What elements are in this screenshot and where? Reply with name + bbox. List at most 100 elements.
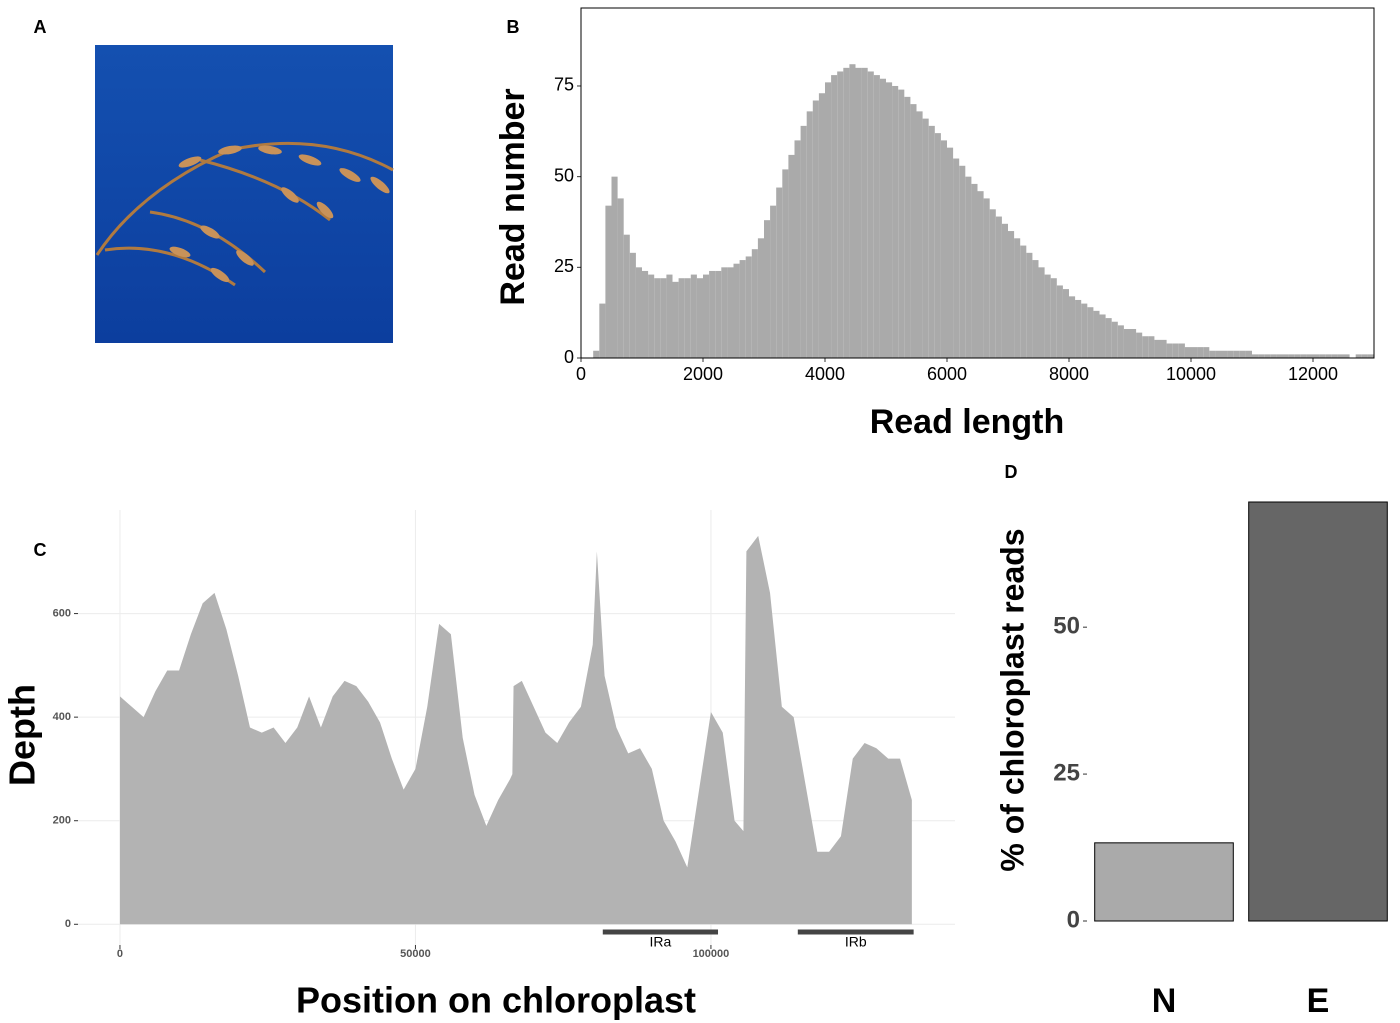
histogram-bar (678, 278, 685, 358)
histogram-bar (1343, 354, 1350, 358)
y-tick-label: 0 (1067, 906, 1080, 933)
histogram-bar (648, 274, 655, 358)
histogram-bar (1142, 336, 1149, 358)
histogram-bar (1075, 299, 1082, 358)
histogram-bar (1056, 285, 1063, 358)
histogram-bar (666, 274, 673, 358)
histogram-bar (782, 169, 789, 358)
histogram-bar (617, 198, 624, 358)
x-tick-label: 12000 (1288, 364, 1338, 384)
histogram-bar (818, 93, 825, 359)
histogram-bar (1331, 354, 1338, 358)
y-axis-label: % of chloroplast reads (994, 528, 1030, 871)
histogram-bar (1154, 339, 1161, 358)
plot-border (580, 7, 1375, 359)
histogram-bar (1221, 350, 1228, 358)
histogram-bar (922, 118, 929, 358)
histogram-bar (794, 140, 801, 358)
histogram-bar (1203, 347, 1210, 358)
histogram-bar (843, 67, 850, 359)
histogram-bar (1337, 354, 1344, 358)
histogram-bar (642, 270, 649, 358)
histogram-bar (629, 252, 636, 358)
y-tick-label: 25 (1053, 759, 1080, 786)
histogram-bar (1130, 328, 1137, 358)
histogram-bar (1252, 354, 1259, 358)
histogram-bar (971, 183, 978, 358)
x-tick-label: N (1152, 982, 1177, 1020)
histogram-bar (1069, 296, 1076, 358)
histogram-bar (1087, 307, 1094, 358)
histogram-bar (873, 75, 880, 358)
histogram-bar (837, 71, 844, 359)
histogram-bar (1319, 354, 1326, 358)
histogram-bar (721, 267, 728, 358)
histogram-bar (867, 71, 874, 359)
panel-label: B (507, 17, 520, 37)
histogram-bar (1099, 314, 1106, 358)
histogram-bar (800, 125, 807, 359)
y-tick-label: 75 (554, 75, 574, 95)
histogram-bar (1081, 303, 1088, 358)
histogram-bar (776, 187, 783, 358)
y-axis-label: Read number (494, 88, 532, 305)
histogram-bar (886, 82, 893, 359)
histogram-bar (1325, 354, 1332, 358)
x-tick-label: 0 (576, 364, 586, 384)
histogram-bar (995, 216, 1002, 358)
histogram-bar (593, 350, 600, 358)
histogram-bar (1227, 350, 1234, 358)
y-axis-label: Depth (2, 684, 43, 786)
histogram-bar (812, 100, 819, 358)
bar (1094, 842, 1234, 922)
histogram-bar (1105, 318, 1112, 358)
y-tick-label: 400 (53, 711, 71, 723)
histogram-bar (788, 154, 795, 358)
histogram-bar (764, 220, 771, 358)
histogram-bar (703, 274, 710, 358)
x-tick-label: 6000 (927, 364, 967, 384)
histogram-bar (1233, 350, 1240, 358)
histogram-bar (1123, 328, 1130, 358)
histogram-bar (947, 147, 954, 358)
histogram-bar (709, 270, 716, 358)
histogram-bar (1270, 354, 1277, 358)
x-axis-label: Read length (870, 403, 1065, 441)
histogram-bar (989, 209, 996, 358)
bar (1248, 501, 1388, 922)
histogram-bar (1117, 325, 1124, 358)
histogram-bar (1038, 267, 1045, 358)
histogram-bar (1044, 274, 1051, 358)
histogram-bar (831, 75, 838, 358)
y-tick-label: 600 (53, 607, 71, 619)
histogram-bar (928, 125, 935, 359)
y-tick-label: 50 (554, 165, 574, 185)
histogram-bar (727, 267, 734, 358)
histogram-bar (1136, 332, 1143, 358)
histogram-bar (1355, 354, 1362, 358)
y-tick-label: 25 (554, 256, 574, 276)
histogram-bar (1014, 238, 1021, 358)
histogram-bar (934, 133, 941, 358)
region-label: IRa (650, 934, 672, 950)
depth-area (119, 535, 912, 925)
x-tick-label: 2000 (683, 364, 723, 384)
x-tick-label: 10000 (1166, 364, 1216, 384)
histogram-bar (940, 140, 947, 358)
panel-label: D (1005, 462, 1018, 482)
x-tick-label: 4000 (805, 364, 845, 384)
histogram-bar (672, 281, 679, 358)
histogram-bar (855, 67, 862, 359)
histogram-bar (898, 89, 905, 359)
histogram-bar (684, 278, 691, 358)
y-tick-label: 0 (65, 918, 71, 930)
histogram-bar (751, 249, 758, 358)
histogram-bar (599, 303, 606, 358)
histogram-bar (1160, 339, 1167, 358)
x-axis-label: Position on chloroplast (296, 980, 696, 1021)
histogram-bar (910, 104, 917, 359)
histogram-bar (660, 278, 667, 358)
histogram-bar (1300, 354, 1307, 358)
histogram-bar (690, 274, 697, 358)
